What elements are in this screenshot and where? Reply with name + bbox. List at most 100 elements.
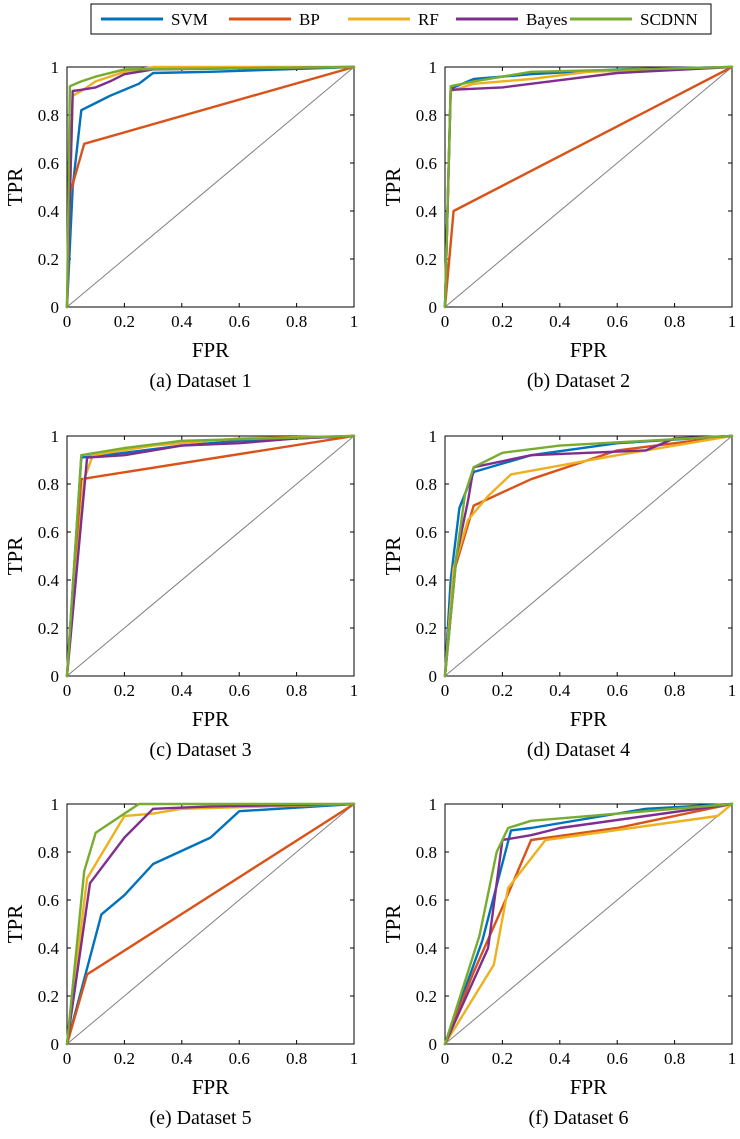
y-tick-label: 0.4 [38,571,60,590]
y-tick-label: 0.8 [38,475,59,494]
x-tick-label: 0.4 [171,312,193,331]
x-tick-label: 0.8 [286,681,307,700]
plot-frame [66,435,355,677]
panel-caption: (b) Dataset 2 [527,370,630,392]
y-tick-label: 1 [429,58,438,77]
panel-5: 0 0.2 0.4 0.6 0.8 1 0 0.2 0.4 0.6 0.8 1 FPR TPR (e) Da… [3,795,358,1129]
x-tick-label: 0.6 [607,1049,628,1068]
panel-caption: (c) Dataset 3 [149,739,251,761]
y-tick-label: 1 [429,795,438,814]
plot-frame [444,803,733,1045]
y-tick-label: 0.6 [38,523,59,542]
panel-2: 0 0.2 0.4 0.6 0.8 1 0 0.2 0.4 0.6 0.8 1 FPR TPR (b) Da… [381,58,736,392]
panel-4: 0 0.2 0.4 0.6 0.8 1 0 0.2 0.4 0.6 0.8 1 FPR TPR (d) Da… [381,427,736,761]
y-tick-label: 0.8 [416,475,437,494]
series-line-bayes [443,802,734,1046]
legend: SVM BP RF Bayes SCDNN [90,3,712,35]
diagonal-reference-line [444,66,733,308]
y-tick-label: 0.4 [416,202,438,221]
x-tick-label: 0.8 [286,1049,307,1068]
x-tick-label: 0.4 [171,681,193,700]
y-tick-label: 0.2 [416,250,437,269]
x-tick-label: 0.6 [607,681,628,700]
diagonal-reference-line [444,803,733,1045]
y-tick-label: 1 [51,58,60,77]
plot-frame [444,435,733,677]
x-tick-label: 0 [63,312,72,331]
y-tick-label: 0.8 [38,843,59,862]
x-tick-label: 0.6 [607,312,628,331]
y-tick-label: 0 [51,667,60,686]
y-axis-label: TPR [3,905,27,944]
y-axis-label: TPR [381,537,405,576]
x-tick-label: 0.8 [664,1049,685,1068]
series-line-rf [443,434,734,678]
x-tick-label: 0.4 [549,312,571,331]
x-tick-label: 1 [350,681,359,700]
series-line-scdnn [65,802,356,1046]
x-tick-label: 1 [728,681,737,700]
y-tick-label: 0.4 [416,939,438,958]
y-tick-label: 0 [429,1035,438,1054]
y-tick-label: 0 [51,298,60,317]
y-tick-label: 0.2 [416,987,437,1006]
series-line-bp [65,802,356,1046]
series-line-svm [443,802,734,1046]
diagonal-reference-line [66,66,355,308]
y-tick-label: 0.8 [38,106,59,125]
panel-6: 0 0.2 0.4 0.6 0.8 1 0 0.2 0.4 0.6 0.8 1 FPR TPR (f) Da… [381,795,736,1129]
x-tick-label: 0.2 [492,312,513,331]
diagonal-reference-line [66,803,355,1045]
x-tick-label: 1 [350,1049,359,1068]
y-tick-label: 0.6 [38,154,59,173]
panel-caption: (d) Dataset 4 [527,739,630,761]
y-tick-label: 0.4 [416,571,438,590]
panel-caption: (e) Dataset 5 [149,1107,251,1129]
x-axis-label: FPR [192,338,229,362]
y-tick-label: 0.2 [416,619,437,638]
y-axis-label: TPR [3,168,27,207]
x-tick-label: 0.4 [171,1049,193,1068]
y-tick-label: 0.8 [416,106,437,125]
legend-label-bayes: Bayes [526,10,568,29]
x-tick-label: 0.2 [492,681,513,700]
y-tick-label: 0 [429,667,438,686]
x-tick-label: 1 [728,1049,737,1068]
x-tick-label: 0 [63,681,72,700]
y-tick-label: 1 [51,427,60,446]
y-tick-label: 0 [51,1035,60,1054]
panels: 0 0.2 0.4 0.6 0.8 1 0 0.2 0.4 0.6 0.8 1 FPR TPR (a) Da… [3,58,736,1129]
x-axis-label: FPR [570,338,607,362]
diagonal-reference-line [66,435,355,677]
x-tick-label: 0 [441,312,450,331]
x-tick-label: 0 [63,1049,72,1068]
y-axis-label: TPR [381,168,405,207]
x-tick-label: 0.2 [114,1049,135,1068]
x-tick-label: 0 [441,1049,450,1068]
x-axis-label: FPR [570,1075,607,1099]
x-axis-label: FPR [570,707,607,731]
x-tick-label: 1 [728,312,737,331]
y-tick-label: 0.2 [38,250,59,269]
x-tick-label: 0.8 [286,312,307,331]
x-tick-label: 0.2 [492,1049,513,1068]
x-tick-label: 1 [350,312,359,331]
y-tick-label: 0.2 [38,987,59,1006]
x-axis-label: FPR [192,1075,229,1099]
series-line-svm [65,65,356,309]
y-axis-label: TPR [381,905,405,944]
legend-label-svm: SVM [171,10,208,29]
legend-label-bp: BP [299,10,320,29]
series-line-scdnn [65,434,356,678]
series-line-scdnn [443,65,734,309]
diagonal-reference-line [444,435,733,677]
x-tick-label: 0.2 [114,681,135,700]
x-axis-label: FPR [192,707,229,731]
series-line-svm [65,802,356,1046]
series-line-scdnn [65,65,356,309]
series-line-rf [65,802,356,1046]
plot-frame [444,66,733,308]
y-tick-label: 1 [429,427,438,446]
series-line-scdnn [443,802,734,1046]
